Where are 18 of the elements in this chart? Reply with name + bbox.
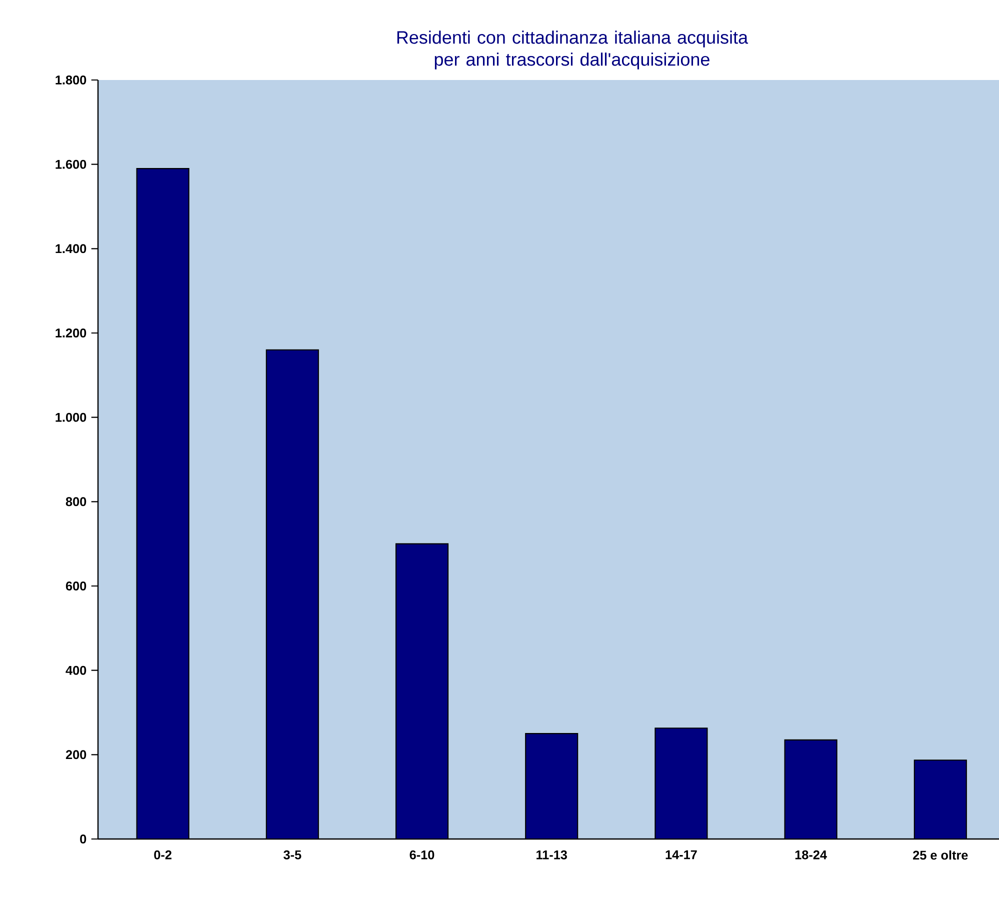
y-tick-label: 1.600: [56, 160, 86, 169]
y-tick-label: 0: [80, 834, 86, 844]
chart-title: Residenti con cittadinanza italiana acquisita per anni trascorsi dall'acquisizione: [397, 30, 748, 70]
y-tick-label: 400: [66, 666, 86, 675]
y-tick-label: 1.200: [56, 328, 86, 338]
y-tick-label: 600: [66, 582, 86, 590]
x-tick-label: 0-2: [154, 850, 172, 860]
x-tick-label: 18-24: [795, 850, 827, 860]
x-tick-label: 11-13: [536, 850, 567, 860]
y-tick-label: 1.400: [56, 244, 86, 254]
y-tick-label: 1.800: [56, 76, 86, 84]
x-tick-label: 25 e oltre: [913, 850, 968, 860]
y-tick-label: 1.000: [56, 412, 86, 422]
y-tick-label: 800: [66, 497, 86, 506]
x-tick-label: 14-17: [666, 850, 697, 860]
x-tick-label: 6-10: [410, 850, 434, 860]
y-tick-label: 200: [66, 750, 86, 760]
x-tick-label: 3-5: [284, 850, 302, 860]
